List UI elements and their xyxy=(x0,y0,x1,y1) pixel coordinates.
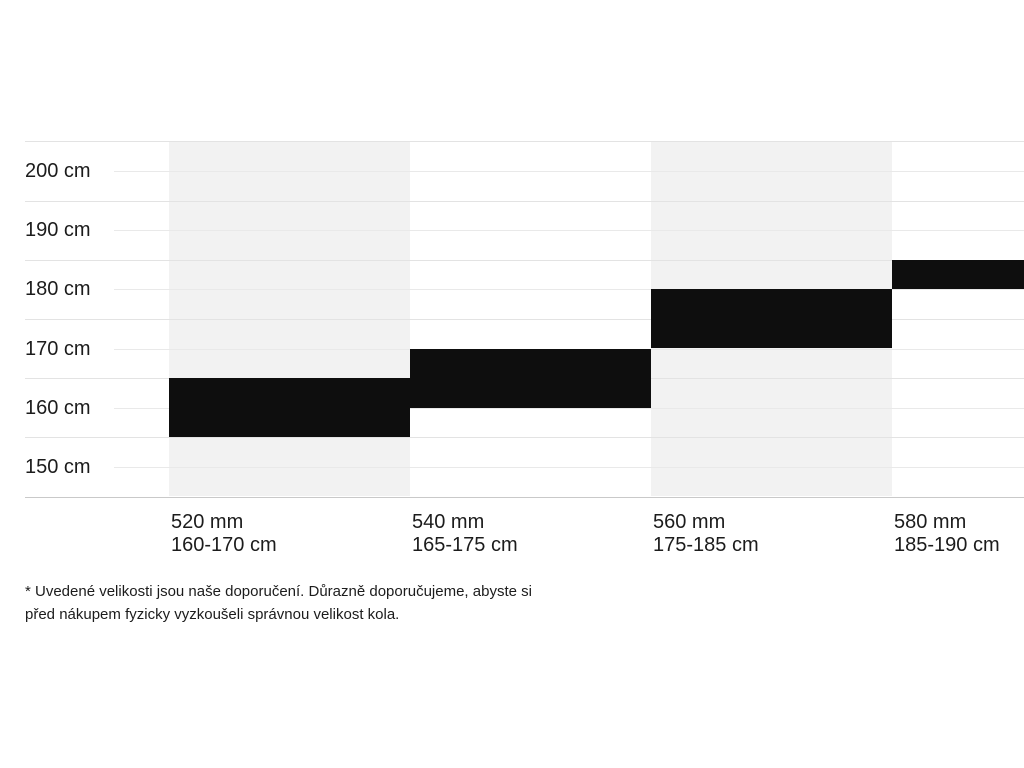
column-label: 580 mm 185-190 cm xyxy=(894,511,1000,557)
gridline-major xyxy=(25,200,1024,202)
column-size-label: 540 mm xyxy=(412,511,485,533)
size-range-bar xyxy=(410,348,651,408)
size-range-bar xyxy=(892,259,1024,290)
gridline-major xyxy=(25,141,1024,143)
size-range-bar xyxy=(651,289,892,349)
gridline-major xyxy=(25,318,1024,320)
column-size-label: 520 mm xyxy=(171,511,244,533)
y-axis-label: 190 cm xyxy=(25,219,91,242)
y-axis-label: 160 cm xyxy=(25,396,91,419)
gridline-tick xyxy=(114,289,1024,291)
y-axis-label: 180 cm xyxy=(25,278,91,301)
y-axis-label: 150 cm xyxy=(25,455,91,478)
footnote-line: * Uvedené velikosti jsou naše doporučení… xyxy=(25,583,532,600)
footnote-line: před nákupem fyzicky vyzkoušeli správnou… xyxy=(25,606,400,623)
column-size-label: 580 mm xyxy=(894,511,967,533)
y-axis-label: 200 cm xyxy=(25,159,91,182)
gridline-major xyxy=(25,496,1024,498)
column-range-label: 160-170 cm xyxy=(171,534,277,556)
column-label: 560 mm 175-185 cm xyxy=(653,511,759,557)
gridline-tick xyxy=(114,407,1024,409)
column-label: 540 mm 165-175 cm xyxy=(412,511,518,557)
gridline-major xyxy=(25,259,1024,261)
gridline-tick xyxy=(114,170,1024,172)
gridline-major xyxy=(25,437,1024,439)
column-range-label: 185-190 cm xyxy=(894,534,1000,556)
column-range-label: 165-175 cm xyxy=(412,534,518,556)
gridline-tick xyxy=(114,466,1024,468)
column-label: 520 mm 160-170 cm xyxy=(171,511,277,557)
column-size-label: 560 mm xyxy=(653,511,726,533)
column-range-label: 175-185 cm xyxy=(653,534,759,556)
footnote: * Uvedené velikosti jsou naše doporučení… xyxy=(25,580,625,626)
y-axis-label: 170 cm xyxy=(25,337,91,360)
size-range-bar xyxy=(169,378,410,438)
gridline-tick xyxy=(114,230,1024,232)
